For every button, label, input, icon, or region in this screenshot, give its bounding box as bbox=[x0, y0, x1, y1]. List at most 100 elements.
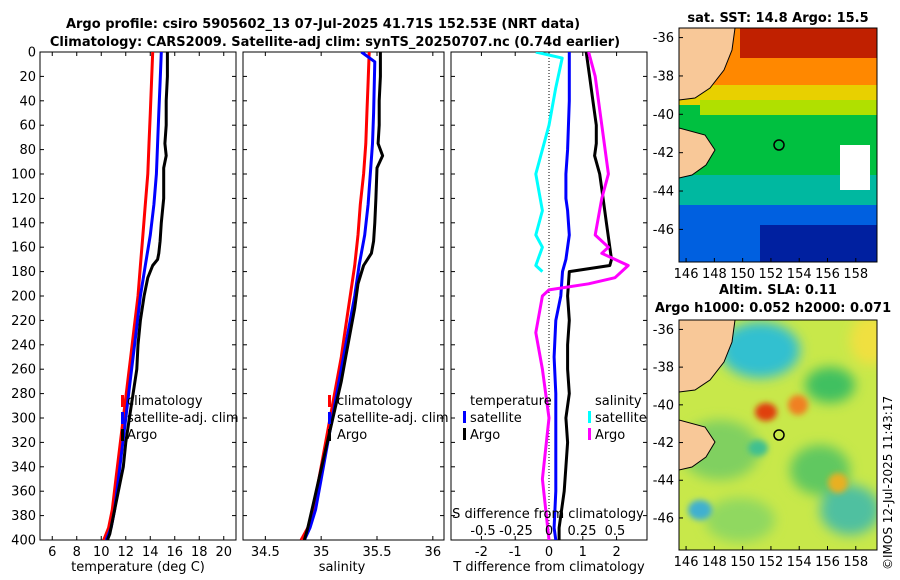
map-x-tick-label: 156 bbox=[815, 555, 840, 570]
s-difference-axis-label: S difference from climatology bbox=[452, 507, 644, 522]
x-tick-label: -2 bbox=[475, 545, 488, 560]
figure-title-line1: Argo profile: csiro 5905602_13 07-Jul-20… bbox=[66, 17, 580, 32]
map-y-tick-label: -46 bbox=[653, 223, 674, 238]
legend-label-satellite-adj: satellite-adj. clim bbox=[337, 411, 449, 426]
map-x-tick-label: 158 bbox=[843, 555, 868, 570]
s-tick-label: -0.5 bbox=[470, 524, 495, 539]
temperature-series bbox=[102, 52, 169, 540]
map-x-tick-label: 154 bbox=[787, 555, 812, 570]
map-y-tick-label: -42 bbox=[653, 146, 674, 161]
difference-y-ticks bbox=[451, 51, 647, 541]
series-line-temperature-argo bbox=[557, 52, 613, 540]
map-x-tick-label: 156 bbox=[815, 267, 840, 282]
x-tick-label: 16 bbox=[166, 545, 183, 560]
sst-map-title: sat. SST: 14.8 Argo: 15.5 bbox=[687, 11, 868, 26]
y-tick-label: 0 bbox=[28, 46, 36, 61]
series-line-salinity-argo bbox=[534, 52, 630, 540]
legend-swatch-temp-argo bbox=[463, 428, 466, 440]
y-tick-label: 40 bbox=[19, 94, 36, 109]
x-tick-label: 35 bbox=[313, 545, 330, 560]
difference-panel: -2 -1 0 1 2 T difference from climatology S … bbox=[450, 51, 648, 575]
x-tick-label: 36 bbox=[425, 545, 442, 560]
y-tick-label: 340 bbox=[11, 460, 36, 475]
y-tick-label: 360 bbox=[11, 485, 36, 500]
legend-swatch-climatology bbox=[328, 395, 331, 407]
s-tick-label: 0.25 bbox=[568, 524, 597, 539]
map-x-tick-label: 152 bbox=[759, 555, 784, 570]
y-tick-label: 400 bbox=[11, 534, 36, 549]
sst-map-frame bbox=[678, 27, 878, 263]
sst-map-axes: 146 148 150 152 154 156 158 -36 -38 -40 -42 -44 -46 bbox=[653, 31, 868, 282]
map-x-tick-label: 150 bbox=[730, 267, 755, 282]
legend-swatch-satellite-adj bbox=[121, 412, 124, 424]
y-tick-label: 280 bbox=[11, 387, 36, 402]
series-line-satellite-adj-clim bbox=[303, 52, 377, 540]
imos-credit: ©IMOS 12-Jul-2025 11:43:17 bbox=[881, 396, 895, 570]
legend-swatch-argo bbox=[328, 429, 331, 441]
legend-label-climatology: climatology bbox=[337, 394, 413, 409]
map-y-tick-label: -44 bbox=[653, 474, 674, 489]
y-tick-label: 160 bbox=[11, 241, 36, 256]
map-y-tick-label: -38 bbox=[653, 361, 674, 376]
series-line-temperature-satellite bbox=[552, 52, 571, 540]
x-tick-label: 14 bbox=[142, 545, 159, 560]
legend-label-argo: Argo bbox=[127, 428, 157, 443]
legend-swatch-climatology bbox=[121, 395, 124, 407]
y-tick-label: 320 bbox=[11, 436, 36, 451]
sla-map: Altim. SLA: 0.11 Argo h1000: 0.052 h2000… bbox=[653, 283, 891, 570]
sla-map-axes: 146 148 150 152 154 156 158 -36 -38 -40 -42 -44 -46 bbox=[653, 323, 868, 570]
argo-position-marker bbox=[773, 139, 785, 151]
series-line-argo bbox=[106, 52, 169, 540]
x-tick-label: 6 bbox=[48, 545, 56, 560]
legend-title-salinity: salinity bbox=[595, 394, 642, 409]
temperature-legend: climatology satellite-adj. clim Argo bbox=[121, 394, 239, 443]
temperature-diff-legend: temperature satellite Argo bbox=[463, 394, 552, 443]
difference-xlabel: T difference from climatology bbox=[452, 560, 645, 575]
sst-map: sat. SST: 14.8 Argo: 15.5 146 148 150 152 15… bbox=[653, 11, 878, 282]
x-tick-label: 34.5 bbox=[251, 545, 280, 560]
s-difference-ticks: -0.5 -0.25 0 0.25 0.5 bbox=[470, 524, 625, 539]
legend-label-satellite-adj: satellite-adj. clim bbox=[127, 411, 239, 426]
legend-label-sal-satellite: satellite bbox=[595, 411, 647, 426]
map-x-tick-label: 148 bbox=[702, 267, 727, 282]
legend-label-climatology: climatology bbox=[127, 394, 203, 409]
s-tick-label: -0.25 bbox=[499, 524, 533, 539]
temperature-y-axis: 0 20 40 60 80 100 120 140 160 180 200 220 240 260 280 3… bbox=[11, 46, 236, 549]
x-tick-label: 20 bbox=[215, 545, 232, 560]
x-tick-label: 0 bbox=[545, 545, 553, 560]
difference-series bbox=[534, 52, 630, 540]
sla-map-title-line2: Argo h1000: 0.052 h2000: 0.071 bbox=[655, 301, 891, 316]
s-tick-label: 0.5 bbox=[605, 524, 626, 539]
salinity-axes-box bbox=[242, 51, 445, 541]
y-tick-label: 80 bbox=[19, 143, 36, 158]
x-tick-label: 1 bbox=[579, 545, 587, 560]
salinity-diff-legend: salinity satellite Argo bbox=[588, 394, 647, 443]
salinity-series bbox=[299, 52, 385, 540]
y-tick-label: 100 bbox=[11, 168, 36, 183]
map-x-tick-label: 148 bbox=[702, 555, 727, 570]
y-tick-label: 220 bbox=[11, 314, 36, 329]
temperature-xlabel: temperature (deg C) bbox=[71, 560, 205, 575]
map-x-tick-label: 150 bbox=[730, 555, 755, 570]
legend-swatch-sal-satellite bbox=[588, 411, 591, 423]
y-tick-label: 120 bbox=[11, 192, 36, 207]
x-tick-label: 8 bbox=[73, 545, 81, 560]
y-tick-label: 60 bbox=[19, 119, 36, 134]
map-y-tick-label: -46 bbox=[653, 511, 674, 526]
map-y-tick-label: -42 bbox=[653, 436, 674, 451]
argo-position-marker bbox=[773, 429, 785, 441]
map-x-tick-label: 158 bbox=[843, 267, 868, 282]
y-tick-label: 300 bbox=[11, 412, 36, 427]
legend-label-temp-satellite: satellite bbox=[470, 411, 522, 426]
legend-label-argo: Argo bbox=[337, 428, 367, 443]
x-tick-label: 35.5 bbox=[363, 545, 392, 560]
sst-land bbox=[679, 28, 736, 179]
map-y-tick-label: -36 bbox=[653, 31, 674, 46]
map-y-tick-label: -40 bbox=[653, 398, 674, 413]
x-tick-label: 18 bbox=[191, 545, 208, 560]
temperature-x-axis: 6 8 10 12 14 16 18 20 bbox=[48, 52, 232, 560]
legend-swatch-sal-argo bbox=[588, 428, 591, 440]
sla-map-title-line1: Altim. SLA: 0.11 bbox=[719, 283, 837, 298]
map-x-tick-label: 146 bbox=[674, 555, 699, 570]
